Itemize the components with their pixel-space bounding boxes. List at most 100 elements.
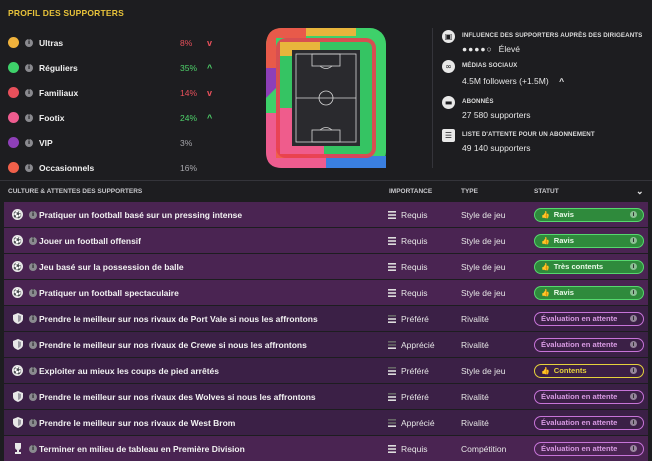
pitch-top-box [311, 53, 341, 67]
importance-value: Requis [401, 287, 428, 298]
segment-row[interactable]: i VIP 3% [8, 130, 223, 155]
importance-cell: Préféré [388, 366, 429, 376]
social-media-icon: ∞ [442, 60, 455, 73]
segment-percentage: 8% [180, 37, 193, 48]
table-row[interactable]: ⚽ i Pratiquer un football spectaculaire Req… [4, 279, 648, 305]
football-icon: ⚽ [12, 287, 23, 298]
segment-name: Réguliers [39, 62, 78, 73]
expectation-text: Terminer en milieu de tableau en Premièr… [39, 443, 245, 454]
fan-profile-title: PROFIL DES SUPPORTERS [8, 8, 124, 18]
column-type[interactable]: TYPE [461, 188, 478, 195]
status-badge[interactable]: Évaluation en attente i [534, 441, 644, 456]
segment-name: Footix [39, 112, 65, 123]
stadium-segments-graphic [266, 28, 386, 168]
football-icon: ⚽ [12, 365, 23, 376]
table-row[interactable]: i Terminer en milieu de tableau en Premiè… [4, 435, 648, 461]
influence-dots: ●●●●○ [462, 44, 493, 54]
segment-row[interactable]: i Réguliers 35% ^ [8, 55, 223, 80]
table-row[interactable]: i Prendre le meilleur sur nos rivaux de W… [4, 409, 648, 435]
expectation-text: Jouer un football offensif [39, 235, 141, 246]
column-status[interactable]: STATUT [534, 188, 559, 195]
info-icon[interactable]: i [25, 38, 33, 47]
type-value: Style de jeu [461, 287, 506, 298]
info-icon[interactable]: i [630, 445, 637, 452]
segment-name: Ultras [39, 37, 64, 48]
table-row[interactable]: ⚽ i Pratiquer un football basé sur un pres… [4, 201, 648, 227]
info-icon[interactable]: i [25, 163, 33, 172]
info-icon[interactable]: i [29, 418, 37, 427]
culture-table-header: CULTURE & ATTENTES DES SUPPORTERS IMPORT… [0, 183, 652, 201]
status-badge[interactable]: Évaluation en attente i [534, 415, 644, 430]
info-icon[interactable]: i [630, 315, 637, 322]
info-icon[interactable]: i [630, 341, 637, 348]
info-icon[interactable]: i [630, 263, 637, 270]
info-icon[interactable]: i [630, 289, 637, 296]
waitlist-label: LISTE D'ATTENTE POUR UN ABONNEMENT [462, 131, 595, 138]
segment-row[interactable]: i Familiaux 14% v [8, 80, 223, 105]
info-icon[interactable]: i [29, 262, 37, 271]
importance-value: Requis [401, 235, 428, 246]
expectation-text: Prendre le meilleur sur nos rivaux de We… [39, 417, 236, 428]
status-badge[interactable]: Évaluation en attente i [534, 311, 644, 326]
shield-icon [13, 417, 23, 428]
table-row[interactable]: ⚽ i Exploiter au mieux les coups de pied a… [4, 357, 648, 383]
info-icon[interactable]: i [29, 314, 37, 323]
expectation-text: Pratiquer un football spectaculaire [39, 287, 179, 298]
info-icon[interactable]: i [29, 210, 37, 219]
chevron-down-icon[interactable]: ⌄ [636, 186, 644, 196]
table-row[interactable]: i Prendre le meilleur sur nos rivaux de P… [4, 305, 648, 331]
info-icon[interactable]: i [630, 237, 637, 244]
info-icon[interactable]: i [630, 419, 637, 426]
table-row[interactable]: ⚽ i Jouer un football offensif Requis Style … [4, 227, 648, 253]
info-icon[interactable]: i [29, 444, 37, 453]
shield-icon [13, 391, 23, 402]
thumbs-up-icon: 👍 [541, 236, 550, 245]
status-label: Évaluation en attente [541, 340, 618, 349]
info-icon[interactable]: i [29, 392, 37, 401]
influence-value-row: ●●●●○ Élevé [462, 44, 520, 54]
status-badge[interactable]: 👍 Ravis i [534, 233, 644, 248]
info-icon[interactable]: i [630, 393, 637, 400]
status-badge[interactable]: 👍 Contents i [534, 363, 644, 378]
type-value: Rivalité [461, 417, 489, 428]
status-badge[interactable]: Évaluation en attente i [534, 389, 644, 404]
expectation-text: Jeu basé sur la possession de balle [39, 261, 184, 272]
pitch-center-circle [318, 90, 334, 106]
status-badge[interactable]: 👍 Très contents i [534, 259, 644, 274]
status-label: Évaluation en attente [541, 314, 618, 323]
table-row[interactable]: ⚽ i Jeu basé sur la possession de balle Req… [4, 253, 648, 279]
segment-row[interactable]: i Ultras 8% v [8, 30, 223, 55]
segment-percentage: 3% [180, 137, 193, 148]
status-badge[interactable]: Évaluation en attente i [534, 337, 644, 352]
table-row[interactable]: i Prendre le meilleur sur nos rivaux des … [4, 383, 648, 409]
influence-value: Élevé [498, 44, 520, 54]
info-icon[interactable]: i [29, 236, 37, 245]
football-icon: ⚽ [12, 209, 23, 220]
importance-value: Apprécié [401, 417, 435, 428]
status-badge[interactable]: 👍 Ravis i [534, 207, 644, 222]
trend-down-icon: v [207, 37, 213, 48]
importance-cell: Requis [388, 236, 427, 246]
info-icon[interactable]: i [29, 366, 37, 375]
type-value: Style de jeu [461, 365, 506, 376]
info-icon[interactable]: i [25, 88, 33, 97]
info-icon[interactable]: i [25, 63, 33, 72]
info-icon[interactable]: i [25, 138, 33, 147]
table-row[interactable]: i Prendre le meilleur sur nos rivaux de C… [4, 331, 648, 357]
info-icon[interactable]: i [630, 367, 637, 374]
social-media-label: MÉDIAS SOCIAUX [462, 62, 518, 69]
thumbs-up-icon: 👍 [541, 288, 550, 297]
segment-color-dot [8, 37, 19, 48]
status-badge[interactable]: 👍 Ravis i [534, 285, 644, 300]
column-importance[interactable]: IMPORTANCE [389, 188, 433, 195]
info-icon[interactable]: i [29, 340, 37, 349]
segment-row[interactable]: i Occasionnels 16% [8, 155, 223, 180]
info-icon[interactable]: i [630, 211, 637, 218]
importance-preferred-icon [388, 392, 396, 401]
info-icon[interactable]: i [25, 113, 33, 122]
info-icon[interactable]: i [29, 288, 37, 297]
status-label: Ravis [553, 210, 574, 219]
supporter-segments-list: i Ultras 8% v i Réguliers 35% ^ i Familiaux 14% v i F… [8, 30, 223, 180]
thumbs-up-icon: 👍 [541, 366, 550, 375]
segment-row[interactable]: i Footix 24% ^ [8, 105, 223, 130]
